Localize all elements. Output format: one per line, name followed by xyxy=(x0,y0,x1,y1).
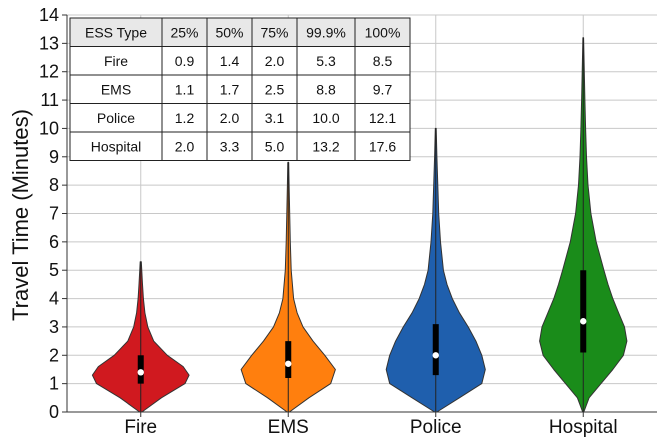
y-tick-label: 5 xyxy=(49,260,59,280)
y-tick-label: 6 xyxy=(49,232,59,252)
table-cell: 1.2 xyxy=(175,110,195,126)
table-cell: Fire xyxy=(104,53,128,69)
y-axis-label: Travel Time (Minutes) xyxy=(8,109,33,321)
y-tick-label: 0 xyxy=(49,402,59,422)
table-header-cell: 75% xyxy=(260,24,288,40)
table-cell: Hospital xyxy=(91,138,142,154)
table-header-cell: 50% xyxy=(215,24,243,40)
median-ems xyxy=(285,360,292,367)
table-cell: Police xyxy=(97,110,135,126)
y-tick-label: 14 xyxy=(39,5,59,25)
table-cell: 0.9 xyxy=(175,53,195,69)
y-tick-label: 3 xyxy=(49,317,59,337)
table-cell: 1.4 xyxy=(220,53,240,69)
table-cell: 2.0 xyxy=(220,110,240,126)
y-tick-label: 8 xyxy=(49,175,59,195)
table-cell-border xyxy=(354,131,411,161)
y-tick-label: 2 xyxy=(49,345,59,365)
x-tick-label: EMS xyxy=(268,417,309,438)
x-tick-label: Hospital xyxy=(549,417,618,438)
table-cell: 2.0 xyxy=(265,53,285,69)
table-header-cell: 25% xyxy=(170,24,198,40)
median-hospital xyxy=(580,318,587,325)
table-header-cell: 100% xyxy=(365,24,401,40)
table-cell: 8.8 xyxy=(316,81,336,97)
x-tick-label: Fire xyxy=(124,417,157,438)
table-cell: 8.5 xyxy=(373,53,393,69)
y-tick-label: 11 xyxy=(40,90,59,110)
y-tick-label: 13 xyxy=(39,33,59,53)
table-header-row xyxy=(70,18,410,47)
y-tick-label: 1 xyxy=(49,374,59,394)
table-cell: 1.7 xyxy=(220,81,240,97)
median-police xyxy=(432,352,439,359)
table-cell: 2.0 xyxy=(175,138,195,154)
table-header-cell: 99.9% xyxy=(306,24,346,40)
x-tick-label: Police xyxy=(410,417,462,438)
table-cell: 5.0 xyxy=(265,138,285,154)
median-fire xyxy=(137,369,144,376)
y-tick-label: 10 xyxy=(39,118,59,138)
table-cell: 3.1 xyxy=(265,110,285,126)
table-cell: 17.6 xyxy=(369,138,396,154)
table-cell: EMS xyxy=(101,81,131,97)
y-tick-label: 4 xyxy=(49,289,59,309)
y-tick-label: 12 xyxy=(39,62,59,82)
table-cell: 13.2 xyxy=(312,138,339,154)
table-cell: 5.3 xyxy=(316,53,336,69)
y-tick-label: 7 xyxy=(49,204,59,224)
table-cell: 9.7 xyxy=(373,81,393,97)
y-tick-label: 9 xyxy=(49,147,59,167)
table-cell: 10.0 xyxy=(312,110,339,126)
table-header-cell: ESS Type xyxy=(85,24,147,40)
table-cell: 2.5 xyxy=(265,81,285,97)
table-cell: 12.1 xyxy=(369,110,396,126)
table-cell: 3.3 xyxy=(220,138,240,154)
table-cell: 1.1 xyxy=(175,81,195,97)
